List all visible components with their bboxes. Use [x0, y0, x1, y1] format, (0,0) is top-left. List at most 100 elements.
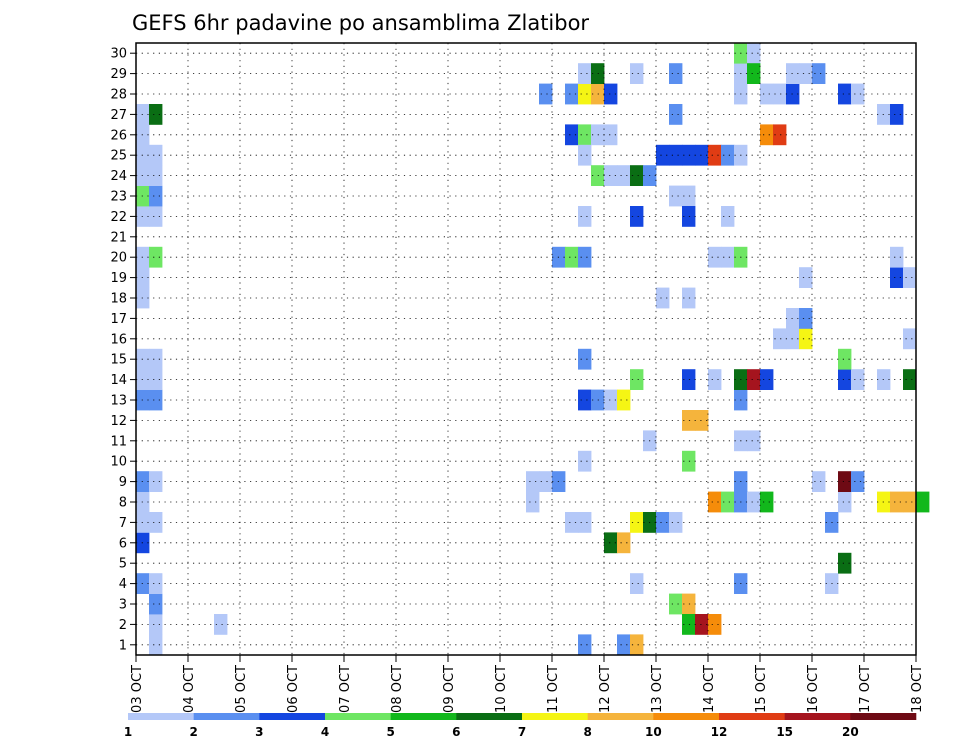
- legend-label: 20: [842, 725, 859, 739]
- heatmap-cell: [604, 532, 618, 554]
- y-tick-label: 13: [110, 394, 127, 409]
- legend-label: 3: [255, 725, 263, 739]
- plot-frame: [135, 42, 917, 656]
- heatmap-cell: [669, 185, 683, 207]
- heatmap-cell: [578, 389, 592, 411]
- y-tick-label: 21: [110, 230, 127, 245]
- legend-label: 6: [452, 725, 460, 739]
- y-tick-label: 6: [119, 536, 127, 551]
- heatmap-cell: [578, 124, 592, 146]
- grid-lines: [136, 43, 916, 655]
- x-tick-label: 12 OCT: [598, 665, 613, 713]
- heatmap-cell: [539, 83, 553, 105]
- heatmap-cell: [721, 246, 735, 268]
- y-tick-label: 9: [119, 475, 127, 490]
- heatmap-cell: [656, 512, 670, 533]
- y-tick-label: 28: [110, 88, 127, 103]
- y-tick-label: 19: [110, 271, 127, 286]
- legend-label: 10: [645, 725, 662, 739]
- legend-swatch: [193, 713, 260, 720]
- heatmap-cell: [604, 83, 618, 105]
- x-tick-label: 15 OCT: [754, 665, 769, 713]
- heatmap-cell: [682, 144, 696, 166]
- heatmap-cell: [578, 83, 592, 105]
- heatmap-cell: [682, 185, 696, 207]
- heatmap-cell: [669, 104, 683, 125]
- heatmap-cell: [747, 42, 761, 64]
- heatmap-cell: [630, 369, 644, 390]
- y-tick-label: 4: [119, 577, 127, 592]
- heatmap-cell: [149, 144, 163, 166]
- legend-label: 15: [776, 725, 793, 739]
- heatmap-cell: [578, 512, 592, 533]
- y-tick-label: 24: [110, 169, 127, 184]
- heatmap-cell: [903, 491, 917, 513]
- heatmap-cell: [851, 471, 865, 492]
- heatmap-cell: [903, 328, 917, 350]
- legend-swatch: [456, 713, 523, 720]
- x-tick-label: 16 OCT: [806, 665, 821, 713]
- heatmap-cell: [149, 206, 163, 227]
- y-tick-label: 1: [119, 638, 127, 653]
- heatmap-cell: [604, 124, 618, 146]
- heatmap-cell: [903, 267, 917, 288]
- heatmap-cell: [630, 165, 644, 186]
- heatmap-cell: [916, 491, 930, 513]
- legend-swatch: [850, 713, 917, 720]
- legend-swatch: [522, 713, 588, 720]
- heatmap-cell: [578, 348, 592, 370]
- heatmap-cell: [149, 165, 163, 186]
- x-tick-label: 13 OCT: [650, 665, 665, 713]
- heatmap-cell: [617, 532, 631, 554]
- heatmap-cell: [890, 491, 904, 513]
- heatmap-cell: [149, 614, 163, 635]
- heatmap-cell: [669, 63, 683, 84]
- y-tick-label: 16: [110, 332, 127, 347]
- x-tick-label: 18 OCT: [910, 665, 925, 713]
- x-tick-label: 14 OCT: [702, 665, 717, 713]
- heatmap-cell: [617, 389, 631, 411]
- heatmap-cell: [149, 246, 163, 268]
- heatmap-cell: [773, 328, 787, 350]
- heatmap-cell: [890, 104, 904, 125]
- heatmap-cell: [149, 512, 163, 533]
- heatmap-cell: [578, 144, 592, 166]
- heatmap-cell: [812, 63, 826, 84]
- heatmap-cell: [682, 593, 696, 615]
- legend-swatch: [325, 713, 391, 720]
- heatmap-cell: [838, 491, 852, 513]
- heatmap-cell: [838, 471, 852, 492]
- heatmap-cell: [630, 63, 644, 84]
- heatmap-cell: [669, 512, 683, 533]
- heatmap-cell: [747, 491, 761, 513]
- heatmap-cell: [617, 634, 631, 656]
- y-tick-label: 12: [110, 414, 127, 429]
- legend-label: 7: [518, 725, 526, 739]
- y-tick-label: 18: [110, 292, 127, 307]
- x-tick-label: 08 OCT: [390, 665, 405, 713]
- x-tick-label: 06 OCT: [286, 665, 301, 713]
- heatmap-cell: [149, 471, 163, 492]
- x-tick-label: 09 OCT: [442, 665, 457, 713]
- y-tick-label: 8: [119, 496, 127, 511]
- heatmap-cell: [721, 491, 735, 513]
- heatmap-cell: [760, 369, 774, 390]
- heatmap-cell: [682, 369, 696, 390]
- heatmap-cell: [578, 450, 592, 472]
- heatmap-cell: [799, 63, 813, 84]
- heatmap-cell: [669, 144, 683, 166]
- heatmap-cell: [149, 369, 163, 390]
- heatmap-cell: [812, 471, 826, 492]
- heatmap-cell: [630, 206, 644, 227]
- heatmap-cell: [695, 144, 709, 166]
- heatmap-cell: [838, 369, 852, 390]
- heatmap-cell: [721, 144, 735, 166]
- heatmap-cell: [903, 369, 917, 390]
- heatmap-cell: [760, 491, 774, 513]
- heatmap-cell: [526, 471, 540, 492]
- y-tick-label: 14: [110, 373, 127, 388]
- heatmap-cell: [851, 369, 865, 390]
- legend-swatch: [719, 713, 785, 720]
